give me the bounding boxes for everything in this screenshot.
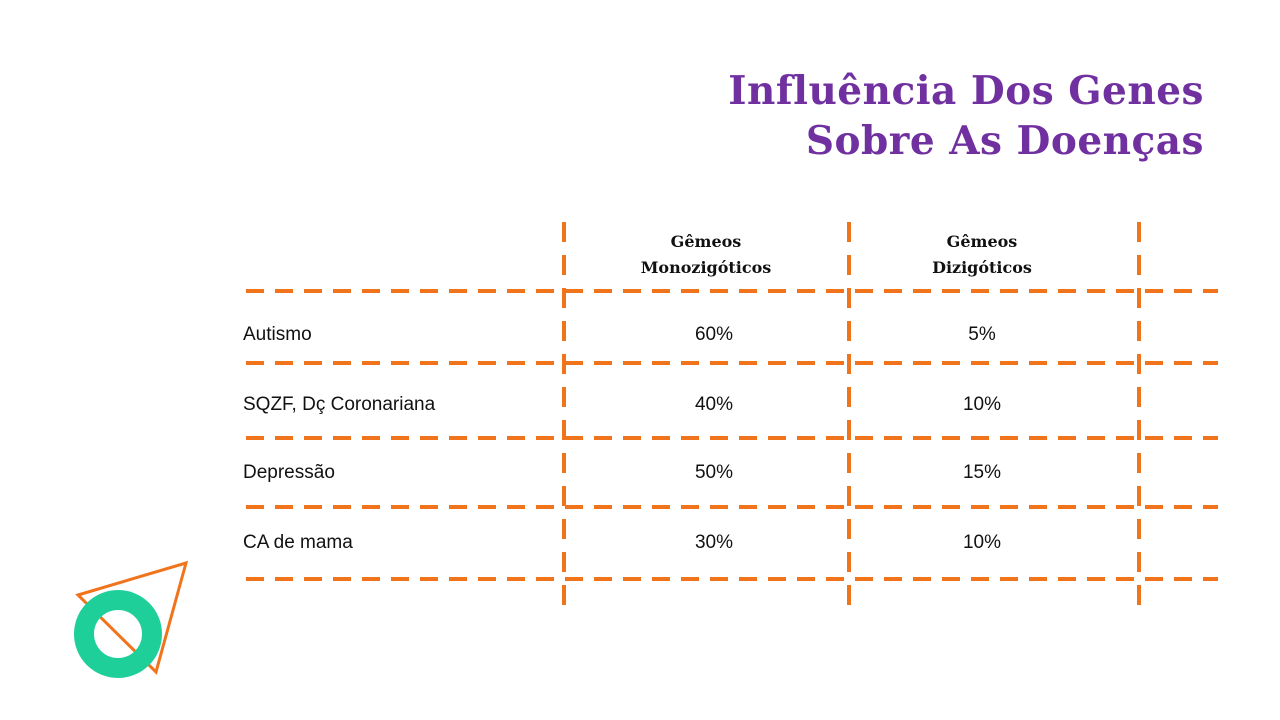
column-header-monozygotic-line-1: Gêmeos: [670, 232, 742, 251]
decorative-shapes: [74, 560, 189, 678]
cell-sqzf-mono: 40%: [694, 394, 734, 415]
slide-title: Influência Dos Genes Sobre As Doenças: [728, 66, 1204, 166]
grid-line-row-3: [246, 505, 1218, 509]
cell-ca-mama-di: 10%: [962, 532, 1002, 553]
row-label-sqzf: SQZF, Dç Coronariana: [243, 394, 436, 415]
column-header-monozygotic-line-2: Monozigóticos: [640, 258, 772, 277]
row-label-depressao: Depressão: [243, 462, 335, 483]
grid-column-divider-1: [562, 222, 566, 606]
cell-depressao-mono: 50%: [694, 462, 734, 483]
grid-column-divider-2: [847, 222, 851, 606]
column-header-monozygotic: Gêmeos Monozigóticos: [606, 229, 806, 281]
row-label-ca-mama: CA de mama: [243, 532, 353, 553]
title-line-2: Sobre As Doenças: [805, 118, 1204, 164]
row-label-autismo: Autismo: [243, 324, 312, 345]
cell-autismo-mono: 60%: [694, 324, 734, 345]
ring-icon: [74, 590, 162, 678]
column-header-dizygotic-line-1: Gêmeos: [946, 232, 1018, 251]
grid-line-row-1: [246, 361, 1218, 365]
grid-column-divider-3: [1137, 222, 1141, 606]
cell-depressao-di: 15%: [962, 462, 1002, 483]
cell-autismo-di: 5%: [968, 324, 996, 345]
title-line-1: Influência Dos Genes: [728, 68, 1204, 114]
cell-ca-mama-mono: 30%: [694, 532, 734, 553]
column-header-dizygotic-line-2: Dizigóticos: [932, 258, 1032, 277]
grid-line-header: [246, 289, 1218, 293]
grid-line-row-4: [246, 577, 1218, 581]
column-header-dizygotic: Gêmeos Dizigóticos: [882, 229, 1082, 281]
grid-line-row-2: [246, 436, 1218, 440]
triangle-outline-icon: [75, 560, 189, 675]
cell-sqzf-di: 10%: [962, 394, 1002, 415]
